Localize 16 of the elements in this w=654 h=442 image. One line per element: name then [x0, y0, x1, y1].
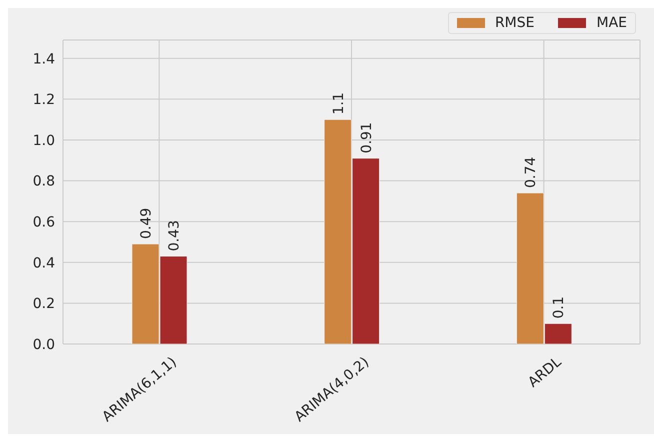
data-label: 0.49 — [138, 208, 154, 240]
data-label: 0.91 — [358, 122, 375, 154]
y-tick-label: 0.6 — [32, 214, 56, 231]
data-label: 0.1 — [551, 296, 568, 319]
y-tick-label: 1.2 — [32, 92, 55, 108]
legend-label: MAE — [595, 15, 627, 31]
data-label: 1.1 — [330, 92, 347, 115]
y-tick-label: 1.0 — [32, 132, 55, 149]
legend-label: RMSE — [494, 15, 534, 31]
data-label: 0.74 — [523, 156, 540, 188]
y-tick-label: 1.4 — [32, 51, 56, 68]
y-tick-label: 0.8 — [32, 174, 55, 190]
y-tick-label: 0.2 — [32, 296, 55, 312]
y-tick-label: 0.4 — [32, 255, 56, 272]
data-label: 0.43 — [166, 220, 182, 252]
y-tick-label: 0.0 — [32, 336, 55, 353]
